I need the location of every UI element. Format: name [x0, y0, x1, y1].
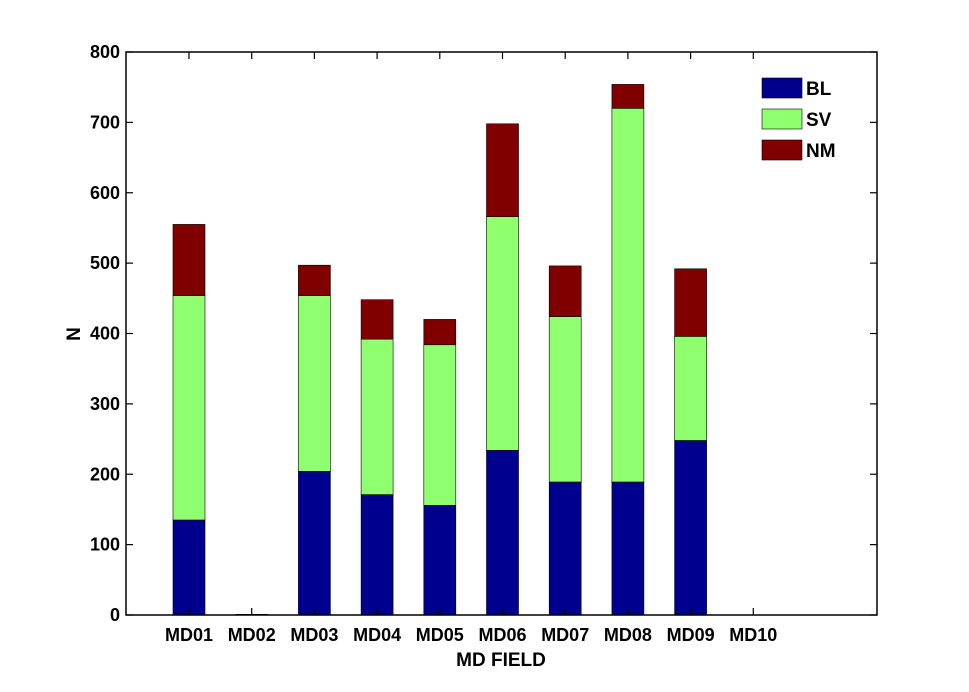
bar-bl-md01 — [172, 519, 206, 616]
bar-nm-md09 — [674, 268, 707, 337]
bar-sv-md09 — [674, 335, 707, 441]
bar-bl-md05 — [423, 504, 457, 616]
bars-layer — [172, 84, 707, 616]
y-tick-label: 100 — [90, 535, 120, 555]
legend: BL SV NM — [752, 70, 860, 174]
x-tick-label: MD07 — [541, 625, 589, 645]
bar-nm-md03 — [298, 264, 331, 296]
bar-nm-md07 — [548, 265, 582, 317]
y-tick-label: 300 — [90, 394, 120, 414]
x-tick-label: MD06 — [478, 625, 526, 645]
x-tick-label: MD03 — [290, 625, 338, 645]
bar-bl-md09 — [674, 440, 707, 616]
x-tick-label: MD09 — [667, 625, 715, 645]
bar-bl-md08 — [611, 481, 645, 616]
bar-bl-md04 — [360, 494, 394, 616]
bar-sv-md06 — [486, 216, 519, 451]
bar-bl-md06 — [486, 449, 519, 616]
y-tick-label: 800 — [90, 42, 120, 62]
bar-bl-md03 — [298, 471, 331, 616]
legend-swatch-bl — [761, 77, 803, 99]
bar-nm-md04 — [360, 299, 394, 340]
x-tick-label: MD05 — [416, 625, 464, 645]
legend-label-bl: BL — [806, 79, 832, 100]
x-tick-label: MD04 — [353, 625, 401, 645]
x-axis-title: MD FIELD — [456, 650, 546, 671]
bar-nm-md08 — [611, 84, 645, 109]
x-tick-label: MD08 — [604, 625, 652, 645]
bar-sv-md04 — [360, 338, 394, 495]
legend-swatch-sv — [761, 108, 803, 130]
x-tick-label: MD02 — [228, 625, 276, 645]
x-tick-label: MD01 — [165, 625, 213, 645]
bar-sv-md05 — [423, 344, 457, 506]
legend-items: BL SV NM — [761, 77, 836, 162]
x-ticks: MD01 MD02 MD03 MD04 MD05 MD06 MD07 MD08 MD09 MD10 — [165, 52, 777, 645]
y-axis-title: N — [64, 327, 85, 341]
bar-bl-md07 — [548, 481, 582, 616]
bar-nm-md05 — [423, 319, 457, 345]
legend-swatch-nm — [761, 139, 803, 161]
y-tick-label: 200 — [90, 464, 120, 484]
legend-label-nm: NM — [806, 141, 836, 162]
y-tick-label: 500 — [90, 253, 120, 273]
y-tick-label: 0 — [110, 605, 120, 625]
y-tick-label: 700 — [90, 112, 120, 132]
bar-sv-md01 — [172, 295, 206, 521]
legend-label-sv: SV — [806, 110, 832, 131]
x-tick-label: MD10 — [729, 625, 777, 645]
bar-sv-md08 — [611, 108, 645, 483]
bar-sv-md07 — [548, 316, 582, 483]
bar-nm-md06 — [486, 123, 519, 218]
bar-sv-md03 — [298, 295, 331, 472]
y-tick-label: 400 — [90, 324, 120, 344]
bar-nm-md01 — [172, 224, 206, 296]
y-ticks: 0 100 200 300 400 500 600 700 800 — [90, 42, 877, 625]
y-tick-label: 600 — [90, 183, 120, 203]
